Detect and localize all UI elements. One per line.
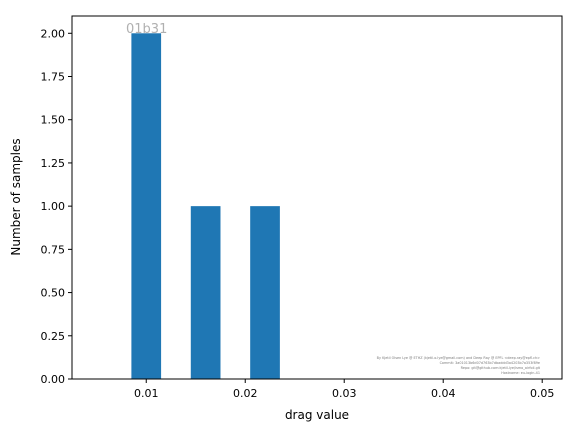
x-tick-label: 0.05 bbox=[530, 387, 555, 400]
y-tick-label: 1.50 bbox=[41, 114, 66, 127]
y-tick-label: 1.75 bbox=[41, 71, 66, 84]
x-tick-label: 0.04 bbox=[431, 387, 456, 400]
plot-frame bbox=[71, 15, 563, 380]
histogram-bar bbox=[131, 33, 162, 380]
x-axis-ticks: 0.01 0.02 0.03 0.04 0.05 bbox=[134, 379, 554, 400]
credits-line: Repo: git@github.com:kjetil-lye/ismo_air… bbox=[461, 366, 541, 370]
x-tick-label: 0.02 bbox=[233, 387, 258, 400]
credits-block: By Kjetil Olsen Lye @ ETHZ (kjetil.o.lye… bbox=[377, 356, 541, 375]
credits-line: By Kjetil Olsen Lye @ ETHZ (kjetil.o.lye… bbox=[377, 356, 540, 360]
credits-line: Commit: 3a01013b6d07d763b7dbaddd3a4203b7… bbox=[440, 361, 540, 365]
y-tick-label: 0.25 bbox=[41, 330, 66, 343]
y-tick-label: 1.25 bbox=[41, 157, 66, 170]
y-tick-label: 0.50 bbox=[41, 287, 66, 300]
y-axis-label: Number of samples bbox=[9, 138, 23, 255]
x-axis-label: drag value bbox=[285, 408, 349, 422]
x-tick-label: 0.01 bbox=[134, 387, 159, 400]
histogram-bar bbox=[190, 206, 221, 379]
y-tick-label: 1.00 bbox=[41, 200, 66, 213]
credits-line: Hostname: eu-login-41 bbox=[501, 371, 540, 375]
y-axis-ticks: 0.00 0.25 0.50 0.75 1.00 1.25 1.50 1.75 2.00 bbox=[41, 27, 72, 386]
histogram-bar bbox=[250, 206, 280, 379]
bars-layer bbox=[131, 33, 280, 380]
x-tick-label: 0.03 bbox=[332, 387, 357, 400]
y-tick-label: 2.00 bbox=[41, 27, 66, 40]
watermark-label: 01b31 bbox=[126, 22, 167, 37]
y-tick-label: 0.75 bbox=[41, 243, 66, 256]
y-tick-label: 0.00 bbox=[41, 373, 66, 386]
